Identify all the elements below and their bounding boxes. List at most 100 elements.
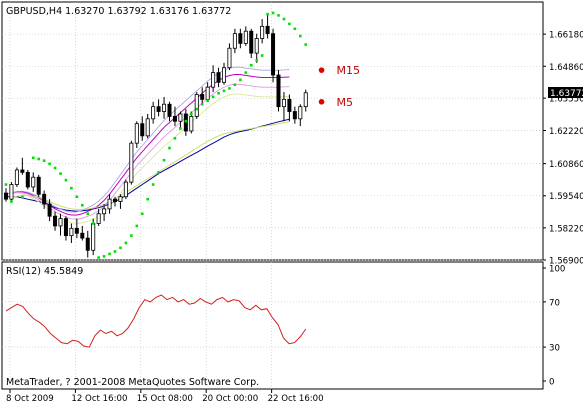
ma_fast-line xyxy=(5,74,290,216)
sar-dot xyxy=(10,200,13,203)
sar-dot xyxy=(97,256,100,259)
sar-dot xyxy=(157,171,160,174)
candle-body xyxy=(53,215,58,227)
candle-body xyxy=(243,30,248,44)
candle-body xyxy=(145,118,150,137)
candle-body xyxy=(47,203,52,217)
sar-dot xyxy=(140,212,144,216)
sar-dot xyxy=(228,87,231,90)
sar-dot xyxy=(81,203,84,207)
candle-body xyxy=(227,47,232,69)
rsi-tick-label: 70 xyxy=(549,298,560,308)
marker-dot xyxy=(318,98,325,105)
sar-dot xyxy=(195,107,199,111)
candle-body xyxy=(4,192,9,200)
sar-dot xyxy=(233,83,237,87)
sar-dot xyxy=(190,112,193,116)
sar-dot xyxy=(4,183,8,186)
sar-dot xyxy=(206,99,209,102)
sar-dot xyxy=(59,172,62,175)
sar-dot xyxy=(130,234,133,237)
candle-body xyxy=(260,25,265,39)
rsi-polyline xyxy=(5,294,307,348)
rsi-panel-header: RSI(12) 45.5849 xyxy=(6,266,83,277)
ma-fan-line xyxy=(5,93,290,224)
candle-body xyxy=(194,94,199,117)
ma-fan-line xyxy=(5,66,290,213)
candle-body xyxy=(140,123,145,137)
time-tick-label: 15 Oct 08:00 xyxy=(137,394,193,404)
candle-body xyxy=(200,94,205,100)
candle-body xyxy=(281,98,286,108)
candle-body xyxy=(156,106,161,112)
candle-body xyxy=(205,86,210,100)
sar-dot xyxy=(21,195,24,199)
sar-dot xyxy=(299,34,302,38)
time-tick-label: 8 Oct 2009 xyxy=(6,394,54,404)
candle-body xyxy=(20,169,25,173)
candle-body xyxy=(42,193,47,205)
sar-dot xyxy=(53,166,57,170)
sar-dot xyxy=(173,137,177,140)
candle-body xyxy=(287,98,292,112)
sar-dot xyxy=(255,59,258,62)
candle-body xyxy=(9,184,14,200)
candle-body xyxy=(118,196,123,202)
sar-dot xyxy=(239,78,242,82)
sar-dot xyxy=(113,250,117,253)
sar-dot xyxy=(277,14,280,17)
candle-body xyxy=(85,237,90,251)
marker-dot xyxy=(318,67,325,73)
sar-dot xyxy=(37,157,40,161)
sar-dot xyxy=(42,159,46,162)
sar-dot xyxy=(124,241,128,245)
sar-dot xyxy=(162,158,166,162)
ma_light-line xyxy=(5,121,290,210)
ma_slow-line xyxy=(6,118,290,212)
sar-dot xyxy=(244,71,248,74)
candle-body xyxy=(265,25,270,35)
candle-body xyxy=(189,115,194,132)
copyright-text: MetaTrader, ? 2001-2008 MetaQuotes Softw… xyxy=(6,377,259,388)
sar-dot xyxy=(168,146,171,150)
sar-dot xyxy=(108,252,111,256)
price-panel-header: GBPUSD,H4 1.63270 1.63792 1.63176 1.6377… xyxy=(6,6,231,17)
candle-body xyxy=(216,72,221,83)
candle-body xyxy=(134,123,139,144)
candle-body xyxy=(298,106,303,120)
candle-body xyxy=(14,169,19,185)
sar-dot xyxy=(179,127,182,130)
candle-body xyxy=(129,142,134,183)
candle-body xyxy=(74,227,79,234)
candle-body xyxy=(151,106,156,120)
rsi-tick-label: 0 xyxy=(549,378,554,388)
time-axis: 8 Oct 2009 12 Oct 16:00 15 Oct 08:00 20 Oct… xyxy=(6,389,324,404)
candle-body xyxy=(58,218,63,227)
candle-body xyxy=(102,208,107,215)
candle-body xyxy=(232,33,237,49)
current-price-box xyxy=(548,87,583,98)
sar-dot xyxy=(271,11,275,15)
sar-dot xyxy=(102,255,106,258)
price-tick-label: 1.59540 xyxy=(549,192,583,202)
candle-body xyxy=(167,103,172,117)
candle-body xyxy=(238,33,243,44)
candle-body xyxy=(292,111,297,120)
parabolic-sar xyxy=(4,11,308,259)
sar-dot xyxy=(75,195,79,199)
price-tick-label: 1.66180 xyxy=(549,31,583,41)
moving-averages xyxy=(5,66,290,224)
sar-dot xyxy=(70,186,73,190)
rsi-panel-frame xyxy=(1,261,544,390)
ma-fan-line xyxy=(5,83,290,220)
candle-body xyxy=(25,171,30,188)
sar-dot xyxy=(135,224,139,228)
time-tick-label: 22 Oct 16:00 xyxy=(268,394,324,404)
price-tick-label: 1.56900 xyxy=(549,257,583,267)
candle-body xyxy=(249,30,254,54)
rsi-tick-label: 30 xyxy=(549,344,560,354)
price-tick-label: 1.63550 xyxy=(549,95,583,105)
sar-dot xyxy=(288,22,291,26)
